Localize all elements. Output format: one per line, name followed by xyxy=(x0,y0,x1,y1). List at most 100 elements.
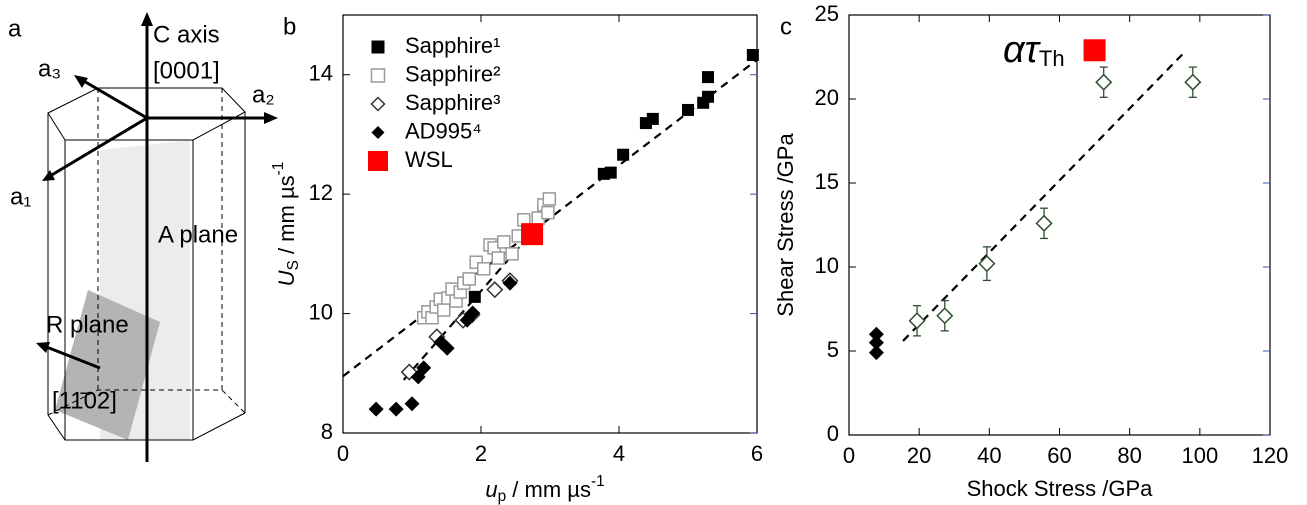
panel-label: b xyxy=(283,13,296,40)
marker xyxy=(462,272,477,286)
diagram-label: R plane xyxy=(46,311,129,338)
x-tick-label: 80 xyxy=(1117,443,1141,468)
y-tick-label: 8 xyxy=(321,419,333,444)
prism-hidden-bottom xyxy=(47,389,246,416)
r-normal xyxy=(43,344,101,370)
legend-marker xyxy=(371,40,385,54)
marker xyxy=(1035,214,1053,232)
axis-label-part: / mm µs xyxy=(274,175,299,260)
marker xyxy=(368,401,384,417)
x-axis-label: Shock Stress /GPa xyxy=(967,476,1154,501)
marker xyxy=(978,255,996,273)
legend-marker xyxy=(371,126,385,139)
x-tick-label: 2 xyxy=(475,441,487,466)
x-tick-label: 120 xyxy=(1252,443,1289,468)
marker xyxy=(436,303,451,317)
annotation: ατTh xyxy=(1003,29,1065,71)
arrowhead xyxy=(141,12,153,26)
panel-label: a xyxy=(8,15,22,42)
marker xyxy=(404,396,420,412)
marker xyxy=(388,401,404,417)
marker xyxy=(542,192,557,206)
plot-frame xyxy=(848,14,1271,436)
axis-label-part: U xyxy=(274,270,299,286)
marker xyxy=(465,305,481,321)
axis-label-part: S xyxy=(285,260,302,270)
y-tick-label: 10 xyxy=(309,299,333,324)
axis-label-part: p xyxy=(498,488,507,505)
axis-label-part: u xyxy=(485,477,497,502)
r-plane-shade xyxy=(55,290,160,440)
y-tick-label: 20 xyxy=(815,85,839,110)
diagram-label: C axis xyxy=(153,21,220,48)
marker xyxy=(746,49,759,62)
a1-axis xyxy=(49,116,148,178)
marker xyxy=(936,307,954,325)
marker xyxy=(541,205,555,220)
marker xyxy=(477,262,491,276)
legend-marker xyxy=(370,96,386,112)
legend-label: AD995⁴ xyxy=(405,118,482,143)
marker xyxy=(868,345,884,361)
arrowhead xyxy=(74,75,88,88)
legend-label: Sapphire³ xyxy=(405,90,500,115)
x-tick-label: 6 xyxy=(751,441,763,466)
arrowhead xyxy=(36,342,50,353)
x-tick-label: 20 xyxy=(907,443,931,468)
diagram-label: a₃ xyxy=(38,55,61,82)
y-tick-label: 0 xyxy=(827,421,839,446)
y-axis-label: Shear Stress /GPa xyxy=(773,133,798,317)
arrowheads xyxy=(36,12,278,353)
a3-axis xyxy=(81,78,148,120)
marker xyxy=(702,71,715,84)
marker xyxy=(505,247,519,261)
legend-label: WSL xyxy=(405,147,453,172)
marker xyxy=(502,275,518,291)
y-tick-label: 15 xyxy=(815,169,839,194)
x-tick-label: 60 xyxy=(1047,443,1071,468)
legend-label: Sapphire¹ xyxy=(405,33,500,58)
marker xyxy=(439,340,455,356)
marker xyxy=(682,103,694,116)
marker xyxy=(646,112,659,125)
legend-marker xyxy=(370,68,386,83)
axis-label-part: -1 xyxy=(270,162,287,176)
marker xyxy=(702,90,715,103)
x-tick-label: 4 xyxy=(613,441,625,466)
diagram-label: [0001] xyxy=(153,57,220,84)
marker xyxy=(1083,39,1106,62)
y-tick-label: 5 xyxy=(827,337,839,362)
x-tick-label: 0 xyxy=(337,441,349,466)
axis-label: up / mm µs-1 xyxy=(485,473,604,505)
marker xyxy=(416,360,432,376)
x-tick-label: 40 xyxy=(977,443,1001,468)
marker xyxy=(491,251,505,265)
legend-label: Sapphire² xyxy=(405,61,500,86)
axes-arrows xyxy=(43,22,268,462)
x-tick-label: 100 xyxy=(1181,443,1218,468)
marker xyxy=(868,326,884,342)
arrowhead xyxy=(264,112,278,124)
annotation-part: ατ xyxy=(1003,29,1042,71)
marker xyxy=(497,235,511,249)
x-tick-label: 0 xyxy=(843,443,855,468)
marker xyxy=(486,281,504,299)
marker xyxy=(604,166,617,179)
diagram-label: a₂ xyxy=(252,81,275,108)
axis-label-part: -1 xyxy=(591,473,605,490)
marker xyxy=(617,148,630,161)
marker xyxy=(1095,73,1113,91)
diagram-label: [11̄02] xyxy=(52,387,117,414)
y-tick-label: 14 xyxy=(309,61,333,86)
legend-marker xyxy=(368,151,388,171)
marker xyxy=(908,312,926,330)
diagram-label: A plane xyxy=(158,221,238,248)
annotation-part: Th xyxy=(1039,46,1065,71)
prism-bottom xyxy=(47,412,246,441)
diagram-label: a₁ xyxy=(10,183,31,210)
y-tick-label: 25 xyxy=(815,1,839,26)
arrowhead xyxy=(42,170,55,181)
y-tick-label: 10 xyxy=(815,253,839,278)
